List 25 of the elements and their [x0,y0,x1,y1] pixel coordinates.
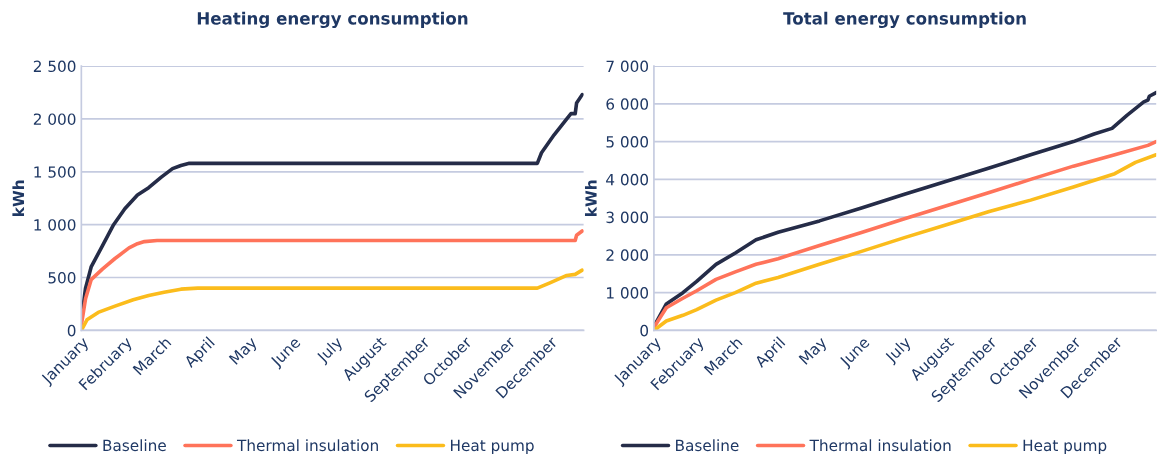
legend-label: Heat pump [1023,439,1107,455]
legend-label: Thermal insulation [236,439,378,452]
y-axis-title: kWh [584,180,597,216]
legend-label: Baseline [676,439,739,452]
y-tick-label: 2 500 [33,60,76,73]
y-tick-label: 2 000 [606,249,649,261]
y-tick-label: 2 000 [33,113,76,125]
y-tick-label: 0 [640,324,649,337]
legend-label: Heat pump [451,439,534,455]
y-tick-label: 1 000 [34,219,76,231]
line-series [81,229,584,327]
y-tick-label: 4 000 [606,173,649,186]
y-tick-label: 5 000 [606,136,649,148]
legend-label: Baseline [103,439,166,452]
legend-label: Thermal insulation [809,439,951,452]
chart-title: Total energy consumption [783,11,1026,29]
y-tick-label: 7 000 [606,60,649,73]
chart-title: Heating energy consumption [197,11,468,29]
y-tick-label: 0 [67,324,76,337]
y-tick-label: 1 000 [607,287,649,299]
y-tick-label: 6 000 [606,98,649,110]
y-tick-label: 1 500 [34,166,76,178]
y-tick-label: 3 000 [606,211,649,224]
y-tick-label: 500 [48,272,76,284]
y-axis-title: kWh [12,180,25,216]
